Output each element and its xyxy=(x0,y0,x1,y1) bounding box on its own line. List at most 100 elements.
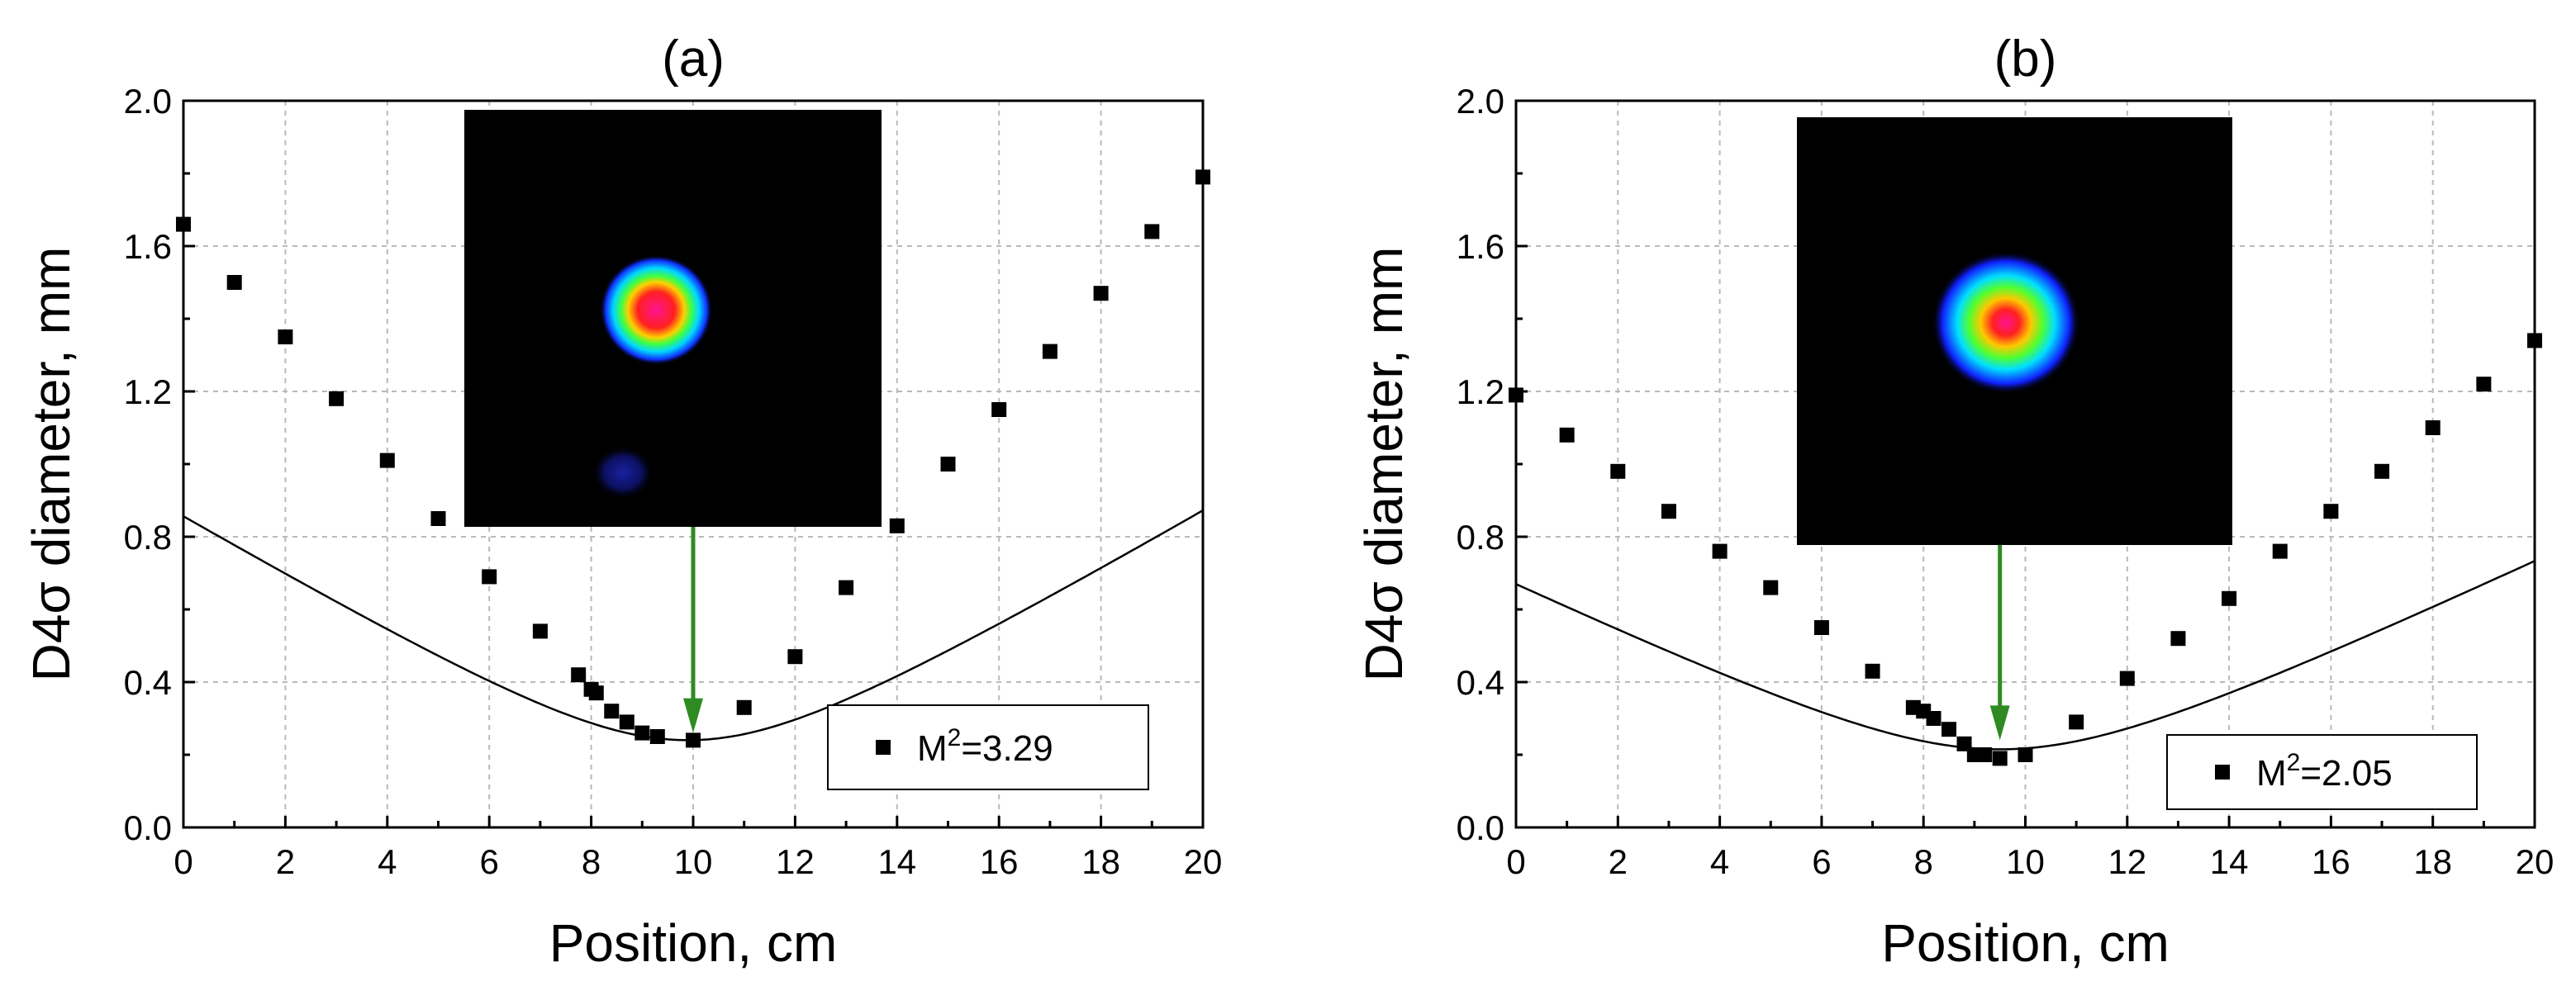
data-point xyxy=(619,714,634,730)
data-point xyxy=(1865,663,1880,679)
x-tick-label: 8 xyxy=(582,842,601,881)
x-tick-label: 0 xyxy=(173,842,192,881)
data-point xyxy=(1763,580,1779,595)
data-point xyxy=(1977,747,1993,762)
panel-title: (b) xyxy=(1994,31,2057,88)
data-point xyxy=(686,732,701,748)
y-tick-labels: 0.0 0.4 0.8 1.2 1.6 2.0 xyxy=(124,82,172,847)
data-point xyxy=(2323,504,2339,519)
waist-arrow xyxy=(1989,545,2010,741)
data-point xyxy=(1661,504,1676,519)
ghost-beam-spot xyxy=(592,445,654,500)
waist-arrow xyxy=(683,527,703,733)
x-tick-label: 12 xyxy=(776,842,815,881)
x-tick-label: 8 xyxy=(1914,842,1933,881)
x-tick-label: 14 xyxy=(2210,842,2249,881)
data-point xyxy=(1992,751,2008,766)
x-tick-label: 16 xyxy=(2312,842,2350,881)
data-point xyxy=(176,216,191,232)
y-tick-label: 1.6 xyxy=(124,227,172,266)
chart-panel-a: 0 2 4 6 8 10 12 14 16 18 20 0.0 0.4 0.8 1.2 1.6 2.0 M2=… xyxy=(21,31,1222,973)
x-tick-label: 14 xyxy=(877,842,916,881)
x-tick-label: 4 xyxy=(378,842,397,881)
arrow-head xyxy=(1989,705,2010,741)
data-point xyxy=(1144,224,1160,239)
beam-profile-inset xyxy=(1797,117,2232,545)
x-axis-title: Position, cm xyxy=(1881,913,2170,973)
y-tick-label: 2.0 xyxy=(1457,82,1504,121)
y-axis-title: D4σ diameter, mm xyxy=(1354,247,1414,682)
data-point xyxy=(649,729,665,744)
data-point xyxy=(532,623,548,639)
data-point xyxy=(2425,420,2441,435)
x-tick-label: 18 xyxy=(2413,842,2452,881)
x-tick-label: 6 xyxy=(480,842,499,881)
data-point xyxy=(1195,169,1210,185)
y-tick-label: 1.2 xyxy=(124,372,172,411)
data-point xyxy=(2476,377,2492,392)
y-tick-label: 0.8 xyxy=(1457,518,1504,557)
y-tick-label: 2.0 xyxy=(124,82,172,121)
y-axis-title: D4σ diameter, mm xyxy=(21,247,81,682)
legend-label: M2=3.29 xyxy=(917,724,1053,769)
legend: M2=3.29 xyxy=(827,704,1149,790)
y-tick-label: 0.0 xyxy=(124,808,172,847)
y-tick-label: 0.0 xyxy=(1457,808,1504,847)
x-tick-labels: 0 2 4 6 8 10 12 14 16 18 20 xyxy=(1506,842,2554,881)
x-tick-label: 10 xyxy=(674,842,713,881)
y-tick-label: 0.4 xyxy=(124,663,172,702)
y-tick-label: 0.4 xyxy=(1457,663,1504,702)
y-tick-labels: 0.0 0.4 0.8 1.2 1.6 2.0 xyxy=(1457,82,1504,847)
legend-label: M2=2.05 xyxy=(2256,749,2393,794)
x-tick-label: 16 xyxy=(980,842,1019,881)
data-point xyxy=(2069,714,2084,730)
legend-marker xyxy=(2215,765,2230,780)
data-point xyxy=(2527,333,2542,348)
data-point xyxy=(839,580,854,595)
data-point xyxy=(1610,463,1626,479)
data-point xyxy=(1926,711,1942,726)
data-point xyxy=(889,518,905,533)
data-point xyxy=(571,667,587,683)
data-point xyxy=(1042,344,1057,359)
data-point xyxy=(2374,463,2390,479)
beam-spot xyxy=(1932,251,2080,394)
x-tick-label: 20 xyxy=(1184,842,1223,881)
data-points xyxy=(1509,333,2542,766)
arrow-head xyxy=(683,698,703,733)
data-point xyxy=(940,457,956,472)
x-tick-label: 2 xyxy=(1609,842,1628,881)
axis-ticks xyxy=(182,99,1205,829)
data-point xyxy=(2272,543,2288,559)
x-tick-label: 12 xyxy=(2108,842,2146,881)
data-point xyxy=(634,725,650,741)
data-point xyxy=(2222,590,2237,606)
data-point xyxy=(991,402,1007,417)
data-points xyxy=(176,169,1210,748)
x-tick-label: 10 xyxy=(2006,842,2045,881)
data-point xyxy=(1093,286,1109,301)
data-point xyxy=(2170,631,2186,647)
data-point xyxy=(1559,427,1575,443)
data-point xyxy=(278,329,293,344)
x-axis-title: Position, cm xyxy=(549,913,838,973)
x-tick-labels: 0 2 4 6 8 10 12 14 16 18 20 xyxy=(173,842,1222,881)
data-point xyxy=(787,649,803,665)
chart-panel-b: 0 2 4 6 8 10 12 14 16 18 20 0.0 0.4 0.8 1.2 1.6 2.0 M2=… xyxy=(1354,31,2554,973)
data-point xyxy=(329,391,345,406)
data-point xyxy=(2119,671,2135,686)
legend-marker xyxy=(876,740,891,755)
x-tick-label: 6 xyxy=(1812,842,1831,881)
panel-title: (a) xyxy=(662,31,725,88)
beam-profile-inset xyxy=(464,110,882,527)
legend-box xyxy=(2166,734,2478,810)
y-tick-label: 1.2 xyxy=(1457,372,1504,411)
data-point xyxy=(1942,722,1957,737)
data-point xyxy=(1509,387,1523,403)
y-tick-label: 1.6 xyxy=(1457,227,1504,266)
data-point xyxy=(2018,747,2033,762)
data-point xyxy=(604,704,620,719)
x-tick-label: 2 xyxy=(276,842,295,881)
x-tick-label: 20 xyxy=(2516,842,2555,881)
